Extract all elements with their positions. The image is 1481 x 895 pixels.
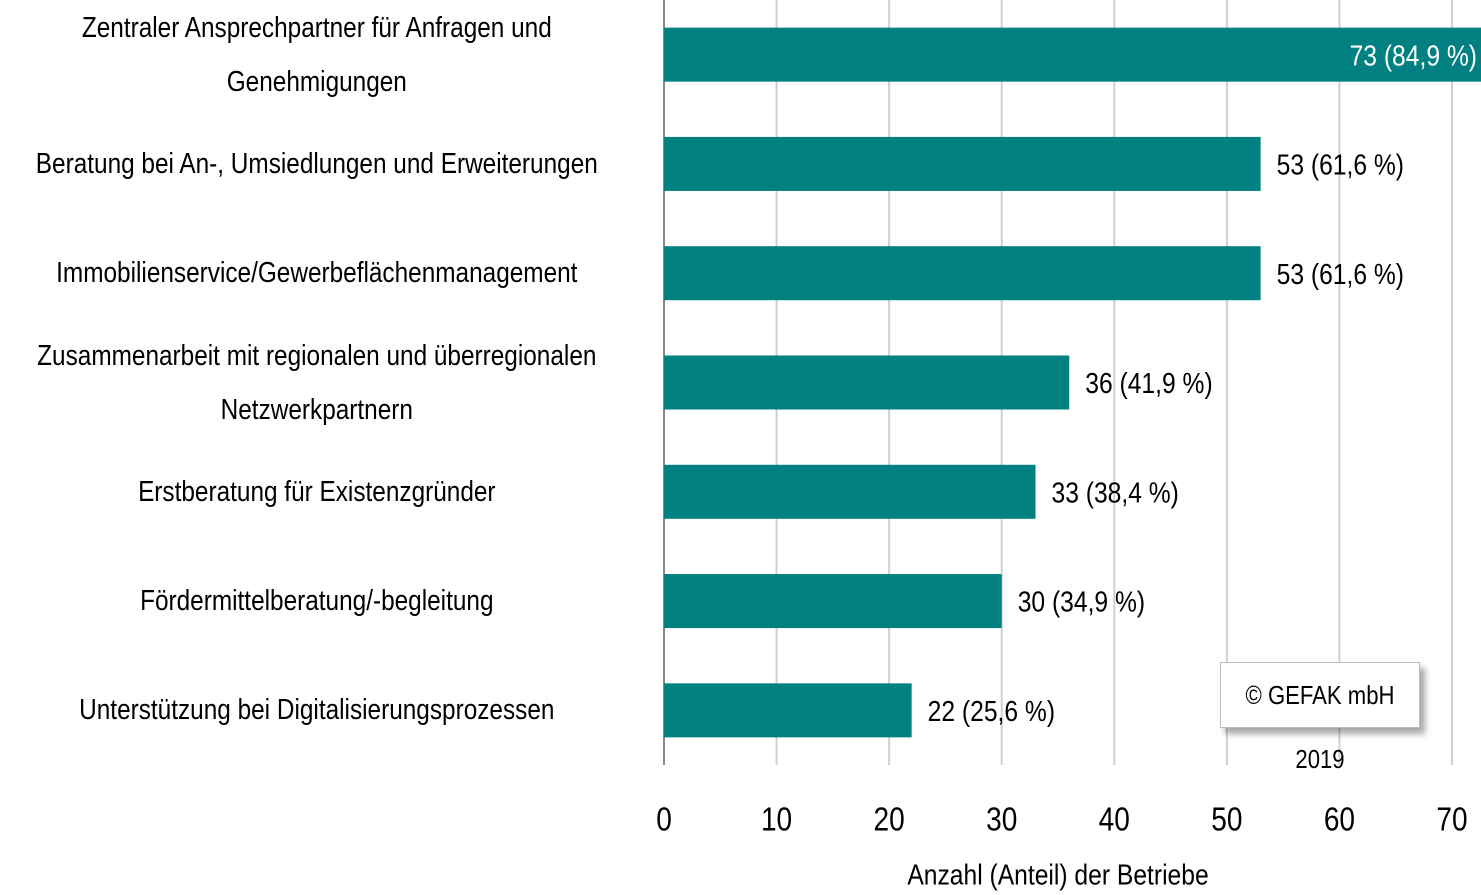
value-label: 33 (38,4 %): [1051, 477, 1178, 509]
y-tick-label: Zentraler Ansprechpartner für Anfragen u…: [81, 11, 552, 98]
y-tick-label: Immobilienservice/Gewerbeflächenmanageme…: [56, 257, 578, 290]
value-label: 53 (61,6 %): [1277, 149, 1404, 181]
y-tick-label: Unterstützung bei Digitalisierungsprozes…: [79, 694, 555, 727]
bar: [664, 683, 912, 738]
value-label: 73 (84,9 %): [1350, 39, 1477, 71]
y-tick-label: Erstberatung für Existenzgründer: [138, 475, 496, 508]
y-tick-label: Zusammenarbeit mit regionalen und überre…: [37, 339, 597, 426]
x-tick-label: 10: [761, 802, 792, 839]
x-tick-label: 50: [1211, 802, 1242, 839]
annotation: © GEFAK mbH 2019: [1245, 680, 1395, 774]
value-label: 36 (41,9 %): [1085, 367, 1212, 399]
bar: [664, 574, 1002, 629]
x-tick-label: 0: [656, 802, 672, 839]
bar: [664, 246, 1261, 301]
y-tick-label: Fördermittelberatung/-begleitung: [140, 585, 494, 618]
bar: [664, 464, 1036, 519]
y-tick-label: Beratung bei An-, Umsiedlungen und Erwei…: [35, 147, 598, 180]
bar: [664, 355, 1070, 410]
x-tick-label: 20: [874, 802, 905, 839]
x-tick-label: 60: [1324, 802, 1355, 839]
value-label: 22 (25,6 %): [928, 695, 1055, 727]
x-tick-label: 40: [1099, 802, 1130, 839]
x-tick-label: 30: [986, 802, 1017, 839]
x-tick-label: 70: [1436, 802, 1467, 839]
bar: [664, 27, 1481, 82]
copyright-box: © GEFAK mbH 2019: [1220, 662, 1420, 774]
x-axis-label: Anzahl (Anteil) der Betriebe: [907, 859, 1208, 891]
value-label: 53 (61,6 %): [1277, 258, 1404, 290]
value-label: 30 (34,9 %): [1018, 586, 1145, 618]
bar: [664, 136, 1261, 191]
